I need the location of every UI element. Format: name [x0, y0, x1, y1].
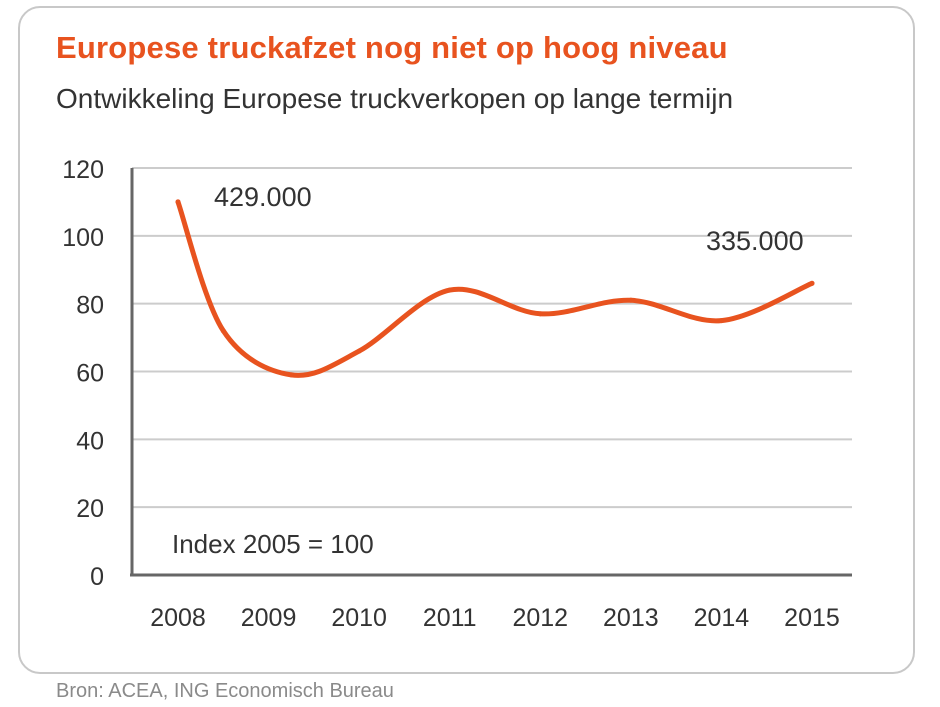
chart-title: Europese truckafzet nog niet op hoog niv…	[56, 30, 728, 65]
data-point	[537, 311, 543, 317]
data-point	[809, 280, 815, 286]
data-point	[447, 287, 453, 293]
gridlines	[132, 167, 852, 509]
y-tick-label: 40	[76, 427, 104, 455]
y-tick-label: 20	[76, 495, 104, 523]
x-tick-label: 2011	[423, 604, 477, 632]
data-point	[628, 297, 634, 303]
data-point	[288, 372, 294, 378]
data-point	[356, 348, 362, 354]
data-point	[718, 318, 724, 324]
tick-labels: 0 20 40 60 80 100 120 2008 2009 2010 2011 2012 2013 2…	[62, 156, 840, 632]
data-label-2008: 429.000	[214, 182, 312, 212]
x-tick-label: 2008	[150, 604, 206, 632]
chart-card	[18, 6, 915, 674]
x-tick-label: 2012	[512, 604, 568, 632]
x-tick-label: 2013	[603, 604, 659, 632]
axes	[130, 168, 852, 577]
index-note: Index 2005 = 100	[172, 529, 374, 559]
y-tick-label: 120	[62, 156, 104, 184]
series-layer	[175, 199, 815, 378]
source-note: Bron: ACEA, ING Economisch Bureau	[56, 680, 394, 702]
chart-subtitle: Ontwikkeling Europese truckverkopen op l…	[56, 83, 734, 114]
x-tick-label: 2014	[694, 604, 750, 632]
y-tick-label: 60	[76, 360, 104, 388]
x-tick-label: 2010	[331, 604, 387, 632]
data-point	[220, 328, 226, 334]
data-label-2015: 335.000	[706, 226, 804, 256]
y-tick-label: 100	[62, 224, 104, 252]
y-tick-label: 80	[76, 292, 104, 320]
annotations: 429.000 335.000 Index 2005 = 100	[172, 182, 804, 559]
x-tick-label: 2015	[784, 604, 840, 632]
data-point	[175, 199, 181, 205]
y-tick-label: 0	[90, 563, 104, 591]
x-tick-label: 2009	[241, 604, 297, 632]
